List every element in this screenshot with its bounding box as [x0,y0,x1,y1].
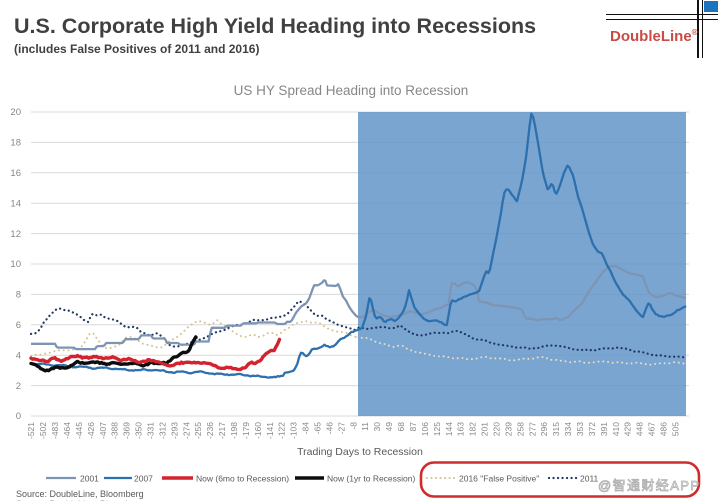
svg-text:-198: -198 [229,422,239,439]
svg-text:182: 182 [468,422,478,436]
svg-text:372: 372 [587,422,597,436]
svg-text:239: 239 [503,422,513,436]
svg-text:-293: -293 [169,422,179,439]
svg-text:30: 30 [372,422,382,432]
svg-text:106: 106 [420,422,430,436]
svg-text:2: 2 [16,381,21,392]
svg-text:0: 0 [16,411,21,422]
svg-text:353: 353 [575,422,585,436]
svg-text:-350: -350 [134,422,144,439]
svg-text:505: 505 [670,422,680,436]
svg-text:-255: -255 [193,422,203,439]
svg-text:4: 4 [16,350,21,361]
svg-text:-179: -179 [241,422,251,439]
svg-text:2016 "False Positive": 2016 "False Positive" [459,474,539,484]
svg-text:8: 8 [16,290,21,301]
svg-text:10: 10 [10,259,21,270]
svg-text:-160: -160 [253,422,263,439]
svg-text:201: 201 [480,422,490,436]
svg-text:-8: -8 [348,422,358,430]
svg-text:-369: -369 [122,422,132,439]
svg-text:-426: -426 [86,422,96,439]
svg-text:448: 448 [635,422,645,436]
svg-text:429: 429 [623,422,633,436]
svg-text:16: 16 [10,168,21,179]
svg-text:Trading Days to Recession: Trading Days to Recession [297,446,423,458]
svg-text:-84: -84 [301,422,311,435]
svg-text:220: 220 [492,422,502,436]
svg-text:391: 391 [599,422,609,436]
svg-text:334: 334 [563,422,573,436]
svg-text:-407: -407 [98,422,108,439]
svg-text:296: 296 [539,422,549,436]
svg-text:-217: -217 [217,422,227,439]
svg-text:-445: -445 [74,422,84,439]
svg-text:-141: -141 [265,422,275,439]
svg-text:-46: -46 [324,422,334,435]
svg-text:-521: -521 [26,422,36,439]
svg-text:68: 68 [396,422,406,432]
svg-text:12: 12 [10,229,21,240]
svg-text:277: 277 [527,422,537,436]
svg-text:-122: -122 [277,422,287,439]
svg-text:315: 315 [551,422,561,436]
svg-text:-65: -65 [313,422,323,435]
svg-text:-502: -502 [38,422,48,439]
svg-text:-388: -388 [110,422,120,439]
svg-text:87: 87 [408,422,418,432]
svg-text:2007: 2007 [134,474,153,484]
svg-text:Now (1yr to Recession): Now (1yr to Recession) [327,474,416,484]
svg-text:258: 258 [515,422,525,436]
svg-text:-27: -27 [336,422,346,435]
svg-text:163: 163 [456,422,466,436]
svg-text:-331: -331 [146,422,156,439]
svg-text:410: 410 [611,422,621,436]
svg-text:2001: 2001 [80,474,99,484]
svg-text:-103: -103 [289,422,299,439]
svg-text:20: 20 [10,107,21,118]
svg-text:125: 125 [432,422,442,436]
svg-text:-312: -312 [157,422,167,439]
svg-text:467: 467 [647,422,657,436]
svg-text:-236: -236 [205,422,215,439]
svg-text:Now (6mo to Recession): Now (6mo to Recession) [196,474,289,484]
svg-text:-464: -464 [62,422,72,439]
svg-text:18: 18 [10,138,21,149]
svg-text:14: 14 [10,198,21,209]
svg-text:49: 49 [384,422,394,432]
svg-text:6: 6 [16,320,21,331]
svg-text:-483: -483 [50,422,60,439]
svg-text:-274: -274 [181,422,191,439]
svg-text:US HY Spread Heading into Rece: US HY Spread Heading into Recession [234,83,469,98]
svg-text:486: 486 [659,422,669,436]
svg-text:144: 144 [444,422,454,436]
svg-text:2011: 2011 [580,474,599,484]
svg-text:11: 11 [360,422,370,431]
